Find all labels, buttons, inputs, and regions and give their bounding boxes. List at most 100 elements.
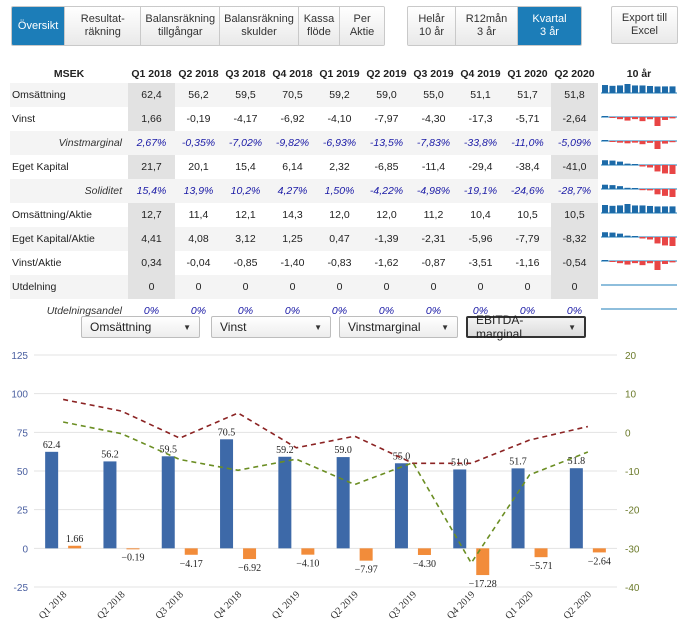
table-cell: -38,4 bbox=[515, 161, 540, 173]
x-tick-label: Q2 2018 bbox=[95, 589, 127, 621]
data-label-vinst: −7.97 bbox=[355, 565, 378, 576]
bar-vinst bbox=[184, 548, 198, 555]
table-cell: -41,0 bbox=[551, 155, 598, 179]
sparkline-chart bbox=[601, 203, 677, 213]
dropdown-vinst[interactable]: Vinst ▼ bbox=[211, 316, 331, 338]
sparkline-bar bbox=[609, 85, 616, 93]
dropdown-ebitda-marginal[interactable]: EBITDA-marginal ▼ bbox=[466, 313, 586, 341]
table-row: Utdelning 0 0 0 0 0 0 0 0 0 0 bbox=[10, 275, 680, 299]
column-header: Q2 2019 bbox=[366, 68, 407, 80]
table-cell: 10,4 bbox=[470, 209, 491, 221]
bar-vinst bbox=[126, 548, 140, 550]
table-cell: -4,30 bbox=[421, 113, 446, 125]
period-r12man-3ar[interactable]: R12mån 3 år bbox=[456, 7, 518, 45]
sparkline-bar bbox=[639, 116, 646, 121]
sparkline-bar bbox=[669, 140, 676, 142]
table-cell: 21,7 bbox=[128, 155, 175, 179]
table-cell: -5,96 bbox=[457, 227, 504, 251]
sparkline-bar bbox=[624, 203, 631, 213]
tab-per-aktie[interactable]: Per Aktie bbox=[340, 7, 384, 45]
sparkline-bar bbox=[609, 260, 616, 262]
data-label-omsattning: 55.0 bbox=[393, 451, 411, 462]
sparkline-bar bbox=[647, 236, 653, 239]
dropdown-label: Vinst bbox=[220, 320, 247, 334]
dropdown-omsattning[interactable]: Omsättning ▼ bbox=[81, 316, 200, 338]
export-excel-button[interactable]: Export till Excel bbox=[611, 6, 678, 44]
bar-vinst bbox=[592, 548, 606, 553]
table-cell: -7,79 bbox=[504, 227, 551, 251]
tab-oversikt[interactable]: Översikt bbox=[12, 7, 66, 45]
tab-kassaflode[interactable]: Kassa flöde bbox=[298, 7, 341, 45]
table-cell: -0,19 bbox=[186, 113, 211, 125]
tab-balansrakning-tillgangar[interactable]: Balansräkning tillgångar bbox=[141, 7, 221, 45]
table-row: Soliditet 15,4% 13,9% 10,2% 4,27% 1,50% -4,22%… bbox=[10, 179, 680, 203]
sparkline-bar bbox=[669, 236, 676, 246]
data-label-vinst: −0.19 bbox=[121, 553, 144, 564]
sparkline-chart bbox=[601, 115, 677, 126]
sparkline-cell bbox=[598, 83, 680, 107]
table-cell: 1,25 bbox=[269, 227, 316, 251]
table-cell: -2,64 bbox=[551, 107, 598, 131]
table-cell: -2,31 bbox=[410, 227, 457, 251]
sparkline-bar bbox=[654, 140, 661, 149]
table-cell: 11,4 bbox=[188, 209, 209, 221]
table-cell: 0 bbox=[551, 275, 598, 299]
y-left-tick-label: 125 bbox=[11, 351, 28, 362]
table-cell: 10,5 bbox=[551, 203, 598, 227]
sparkline-bar bbox=[632, 187, 638, 189]
bar-omsattning bbox=[103, 461, 117, 549]
y-right-tick-label: -40 bbox=[625, 583, 640, 594]
dropdown-vinstmarginal[interactable]: Vinstmarginal ▼ bbox=[339, 316, 458, 338]
bar-vinst bbox=[476, 548, 490, 576]
sparkline-bar bbox=[654, 260, 661, 270]
sparkline-chart bbox=[601, 308, 677, 309]
sparkline-bar bbox=[662, 140, 668, 144]
x-tick-label: Q1 2020 bbox=[503, 589, 535, 621]
data-label-vinst: −6.92 bbox=[238, 563, 261, 574]
sparkline-bar bbox=[654, 85, 661, 93]
chevron-down-icon: ▼ bbox=[183, 322, 191, 332]
chevron-down-icon: ▼ bbox=[568, 322, 576, 332]
table-cell: -17,3 bbox=[468, 113, 493, 125]
y-right-tick-label: 0 bbox=[625, 428, 631, 439]
column-header: Q1 2019 bbox=[319, 68, 360, 80]
tab-balansrakning-skulder[interactable]: Balansräkning skulder bbox=[220, 7, 299, 45]
sparkline-bar bbox=[654, 188, 661, 194]
period-helar-10ar[interactable]: Helår 10 år bbox=[408, 7, 456, 45]
y-right-tick-label: 10 bbox=[625, 390, 637, 401]
sparkline-bar bbox=[617, 116, 623, 119]
table-cell: 0,34 bbox=[128, 251, 175, 275]
sparkline-bar bbox=[654, 164, 661, 171]
table-cell: 2,32 bbox=[329, 161, 350, 173]
table-cell: 62,4 bbox=[128, 83, 175, 107]
sparkline-cell bbox=[598, 299, 680, 323]
dropdown-label: EBITDA-marginal bbox=[476, 313, 524, 341]
sparkline-chart bbox=[601, 159, 677, 174]
row-label: Eget Kapital bbox=[12, 161, 69, 173]
chevron-down-icon: ▼ bbox=[441, 322, 449, 332]
sparkline-bar bbox=[609, 232, 616, 237]
tab-resultatrakning[interactable]: Resultat- räkning bbox=[65, 7, 142, 45]
table-cell: -8,32 bbox=[551, 227, 598, 251]
sparkline-bar bbox=[669, 85, 676, 93]
sparkline-cell bbox=[598, 107, 680, 131]
table-cell: 59,2 bbox=[316, 83, 363, 107]
x-tick-label: Q2 2019 bbox=[328, 589, 360, 621]
table-cell: 4,08 bbox=[175, 227, 222, 251]
period-kvartal-3ar[interactable]: Kvartal 3 år bbox=[518, 7, 581, 45]
bar-omsattning bbox=[220, 439, 234, 549]
chevron-down-icon: ▼ bbox=[314, 322, 322, 332]
data-label-vinst: −4.30 bbox=[413, 559, 436, 570]
data-label-vinst: −5.71 bbox=[529, 561, 552, 572]
table-cell: 12,0 bbox=[376, 209, 397, 221]
column-header: Q3 2019 bbox=[413, 68, 454, 80]
table-cell: 55,0 bbox=[410, 83, 457, 107]
sparkline-bar bbox=[632, 163, 638, 165]
dropdown-label: Vinstmarginal bbox=[348, 320, 421, 334]
table-cell: -4,98% bbox=[410, 179, 457, 203]
sparkline-bar bbox=[609, 140, 616, 142]
y-right-tick-label: 20 bbox=[625, 351, 637, 362]
sparkline-bar bbox=[624, 187, 631, 189]
column-header: Q4 2019 bbox=[460, 68, 501, 80]
table-cell: 10,5 bbox=[517, 209, 538, 221]
